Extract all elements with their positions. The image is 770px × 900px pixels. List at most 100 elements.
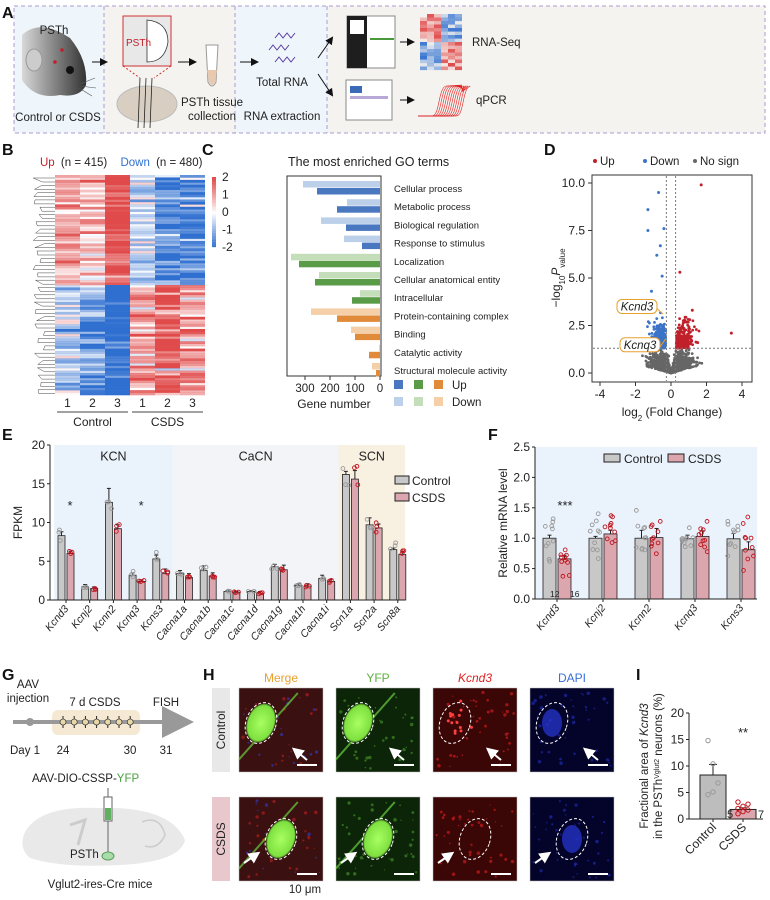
- x-tick-label: Scn1a: [327, 603, 355, 634]
- heatmap-cell: [105, 289, 130, 293]
- heatmap-cell: [55, 363, 80, 366]
- heatmap-cell: [55, 326, 80, 330]
- rnaseq-label: RNA-Seq: [472, 37, 521, 49]
- heatmap-cell: [130, 258, 155, 261]
- mini-heatmap-cell: [448, 59, 455, 64]
- heatmap-cell: [55, 258, 80, 261]
- down-count: (n = 480): [156, 157, 203, 169]
- colorbar-segment: [212, 233, 216, 235]
- mini-heatmap-cell: [441, 63, 448, 67]
- heatmap-cell: [180, 287, 205, 291]
- go-bar-down: [360, 290, 380, 297]
- heatmap-cell: [130, 351, 155, 354]
- heatmap-cell: [130, 388, 155, 391]
- heatmap-cell: [55, 204, 80, 208]
- heatmap-cell: [180, 304, 205, 308]
- mini-heatmap-cell: [455, 52, 462, 57]
- heatmap-cell: [105, 233, 130, 237]
- legend-label-up: Up: [452, 380, 467, 392]
- y-axis-label-line2: in the PSThVglut2 neurons (%): [653, 693, 665, 839]
- heatmap-cell: [155, 194, 180, 198]
- heatmap-cell: [130, 331, 155, 335]
- colorbar-tick-label: -1: [222, 223, 233, 237]
- heatmap-cell: [155, 270, 180, 274]
- heatmap-cell: [180, 363, 205, 366]
- y-tick-label: 15: [32, 477, 46, 491]
- heatmap-cell: [105, 382, 130, 386]
- channel-label: Kcnd3: [458, 671, 492, 685]
- colorbar-segment: [212, 220, 216, 223]
- heatmap-cell: [105, 363, 130, 366]
- mini-heatmap-cell: [427, 63, 434, 67]
- go-term-label: Metabolic process: [394, 202, 471, 213]
- point-control: [393, 540, 398, 546]
- heatmap-cell: [105, 206, 130, 210]
- point-down: [662, 345, 666, 349]
- point-csds: [233, 590, 238, 595]
- heatmap-cell: [105, 365, 130, 369]
- heatmap-cell: [130, 253, 155, 256]
- dendrogram-branch: [43, 331, 55, 336]
- heatmap-cell: [80, 353, 105, 357]
- point-csds: [184, 574, 190, 580]
- heatmap-cell: [155, 309, 180, 313]
- heatmap-cell: [180, 206, 205, 210]
- heatmap-cell: [130, 363, 155, 366]
- x-tick-label: 0: [668, 387, 675, 401]
- heatmap-cell: [105, 280, 130, 283]
- heatmap-cell: [180, 319, 205, 322]
- heatmap-cell: [55, 282, 80, 286]
- heatmap-cell: [155, 338, 180, 342]
- heatmap-cell: [105, 177, 130, 181]
- mini-heatmap-cell: [434, 56, 441, 60]
- mini-heatmap-cell: [441, 66, 448, 71]
- colorbar-tick-label: 2: [222, 170, 229, 184]
- heatmap-cell: [130, 358, 155, 362]
- dendrogram-branch: [37, 360, 55, 365]
- point-control: [705, 791, 711, 798]
- heatmap-cell: [55, 175, 80, 178]
- heatmap-cell: [105, 201, 130, 205]
- colorbar-segment: [212, 219, 216, 221]
- heatmap-cell: [55, 187, 80, 190]
- y-tick-label: 0.0: [513, 592, 530, 606]
- heatmap-cell: [105, 297, 130, 300]
- mini-heatmap-cell: [420, 63, 427, 67]
- mini-heatmap-cell: [448, 24, 455, 29]
- colorbar-tick-label: 0: [222, 205, 229, 219]
- heatmap-column-label: 3: [189, 396, 196, 410]
- heatmap-cell: [55, 333, 80, 337]
- dendrogram-branch: [34, 199, 55, 205]
- heatmap-cell: [130, 311, 155, 315]
- heatmap-cell: [130, 204, 155, 208]
- point-down: [660, 316, 664, 320]
- colorbar-segment: [212, 241, 216, 244]
- point-control: [179, 571, 185, 577]
- arrow-icon: [437, 851, 455, 864]
- heatmap-cell: [55, 226, 80, 230]
- x-tick-label: Control: [682, 820, 719, 857]
- heatmap-cell: [180, 199, 205, 203]
- mini-heatmap-cell: [448, 63, 455, 67]
- heatmap-cell: [155, 363, 180, 366]
- heatmap-cell: [55, 375, 80, 379]
- up-count: (n = 415): [61, 157, 108, 169]
- volcano-plot: Up Down No sign Kcnd3 Kcnq3 0.0 2.5 5.0 7.5 10.0 -…: [549, 156, 753, 423]
- syringe-icon: [101, 788, 115, 861]
- heatmap-cell: [105, 282, 130, 286]
- legend-marker: [643, 159, 647, 163]
- heatmap-cell: [155, 392, 180, 396]
- mini-heatmap-cell: [455, 35, 462, 39]
- dendrogram-branch: [37, 272, 55, 278]
- heatmap-cell: [55, 390, 80, 393]
- heatmap-cell: [155, 250, 180, 254]
- heatmap-cell: [130, 375, 155, 379]
- mini-heatmap-cell: [420, 38, 427, 43]
- dendrogram-branch: [34, 301, 55, 307]
- point-up: [681, 326, 685, 330]
- point-no-sign: [649, 357, 653, 361]
- point-control: [226, 588, 232, 594]
- colorbar-segment: [212, 236, 216, 239]
- point-down: [659, 336, 663, 340]
- point-control: [296, 583, 302, 589]
